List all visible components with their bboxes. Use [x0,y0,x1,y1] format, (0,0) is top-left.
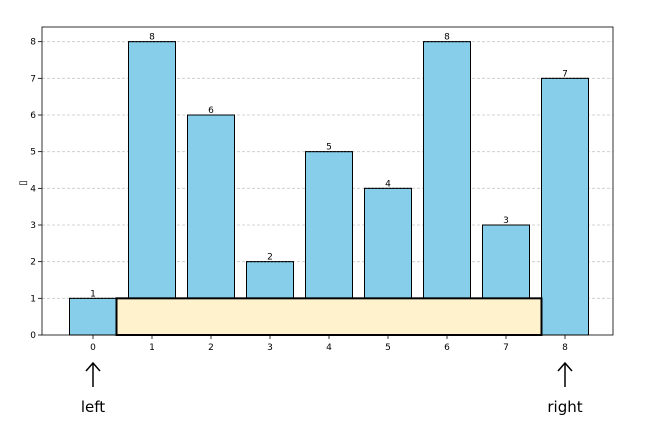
x-tick-label: 0 [90,343,96,353]
data-label-4: 5 [326,143,332,153]
y-tick-label: 8 [30,38,36,48]
pointer-right: right [547,361,583,416]
y-tick-label: 1 [30,294,36,304]
y-tick-label: 7 [30,74,36,84]
x-tick-label: 5 [385,343,391,353]
water-area-layer [115,297,543,337]
bar-1 [128,41,176,336]
y-tick-label: 5 [30,148,36,158]
pointers-layer: left right [81,361,583,416]
y-tick-label: 0 [30,331,36,341]
pointer-label: right [547,398,582,416]
y-axis-label: ▯ [18,180,29,186]
y-tick-label: 3 [30,221,36,231]
data-label-8: 7 [562,69,568,79]
x-tick-label: 3 [267,343,273,353]
bars-layer [69,41,589,336]
axes-layer: 0 1 2 3 4 5 6 7 8 0 1 2 3 4 5 6 7 8 [30,26,614,353]
data-label-0: 1 [90,289,96,299]
y-tick-label: 2 [30,258,36,268]
data-label-7: 3 [503,216,509,226]
x-tick-label: 2 [208,343,214,353]
arrow-up-icon [85,361,101,372]
plot-frame [41,26,614,336]
data-label-1: 8 [149,33,155,43]
bar-0 [69,297,117,336]
data-label-2: 6 [208,106,214,116]
bar-8 [541,77,589,336]
x-tick-label: 7 [503,343,509,353]
x-tick-label: 6 [444,343,450,353]
bar-6 [423,41,471,336]
data-label-3: 2 [267,253,273,263]
pointer-left: left [81,361,105,416]
arrow-up-icon [557,361,573,372]
data-label-5: 4 [385,179,391,189]
x-tick-label: 4 [326,343,332,353]
data-labels-layer: 1 8 6 2 5 4 8 3 7 [90,33,568,300]
x-tick-label: 8 [562,343,568,353]
y-tick-label: 4 [30,184,36,194]
x-tick-label: 1 [149,343,155,353]
data-label-6: 8 [444,33,450,43]
pointer-label: left [81,398,105,416]
water-area [115,297,543,337]
y-tick-label: 6 [30,111,36,121]
